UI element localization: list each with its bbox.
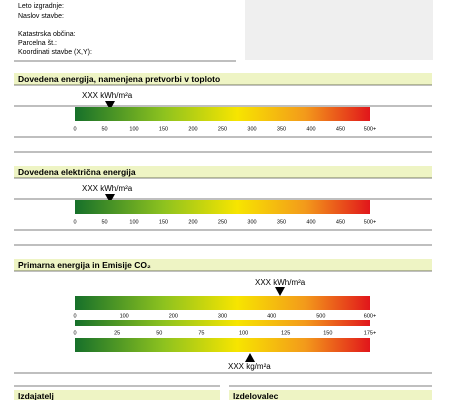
scale-label: 100	[239, 330, 248, 336]
scale-label: 400	[306, 126, 315, 132]
scale-label: 350	[277, 219, 286, 225]
scale-label: 25	[114, 330, 120, 336]
section-header	[14, 390, 220, 400]
section-header	[229, 390, 432, 400]
scale-label: 75	[198, 330, 204, 336]
scale-label: 0	[73, 126, 76, 132]
scale-label: 0	[73, 330, 76, 336]
scale-label: 100	[120, 313, 129, 319]
section-header	[14, 166, 432, 178]
scale-label: 600+	[364, 313, 376, 319]
scale-label: 50	[101, 219, 107, 225]
scale-label: 450	[336, 219, 345, 225]
scale-label: 250	[218, 219, 227, 225]
section-title: Izdelovalec	[233, 391, 279, 400]
marker-label: XXX kWh/m²a	[255, 278, 306, 287]
scale-bar	[75, 296, 370, 310]
scale-label: 450	[336, 126, 345, 132]
scale-bar	[75, 320, 370, 326]
section-header	[14, 73, 432, 85]
marker-label: XXX kWh/m²a	[82, 184, 133, 193]
field-label: Naslov stavbe:	[18, 13, 64, 20]
scale-label: 250	[218, 126, 227, 132]
scale-label: 125	[281, 330, 290, 336]
marker	[275, 287, 285, 296]
info-box	[245, 0, 433, 60]
scale-label: 300	[247, 219, 256, 225]
section-title: Primarna energija in Emisije CO₂	[18, 260, 151, 270]
scale-label: 200	[188, 126, 197, 132]
scale-label: 400	[267, 313, 276, 319]
scale-label: 500+	[364, 219, 376, 225]
field-label: Leto izgradnje:	[18, 3, 64, 10]
scale-label: 200	[169, 313, 178, 319]
scale-label: 300	[247, 126, 256, 132]
scale-label: 500+	[364, 126, 376, 132]
scale-bar	[75, 200, 370, 214]
marker-label: XXX kg/m²a	[228, 362, 271, 371]
scale-label: 300	[218, 313, 227, 319]
section-title: Dovedena električna energija	[18, 167, 136, 177]
scale-label: 0	[73, 219, 76, 225]
scale-label: 200	[188, 219, 197, 225]
scale-label: 500	[316, 313, 325, 319]
scale-label: 50	[101, 126, 107, 132]
scale-label: 400	[306, 219, 315, 225]
scale-bar	[75, 107, 370, 121]
marker	[105, 101, 115, 110]
scale-label: 0	[73, 313, 76, 319]
section-title: Izdajatelj	[18, 391, 54, 400]
field-label: Katastrska občina:	[18, 31, 76, 38]
section-title: Dovedena energija, namenjena pretvorbi v…	[18, 74, 220, 84]
field-label: Koordinati stavbe (X,Y):	[18, 49, 92, 56]
scale-label: 100	[129, 219, 138, 225]
scale-label: 100	[129, 126, 138, 132]
scale-bar	[75, 338, 370, 352]
scale-label: 175+	[364, 330, 376, 336]
field-label: Parcelna št.:	[18, 40, 57, 47]
scale-label: 350	[277, 126, 286, 132]
scale-label: 150	[323, 330, 332, 336]
scale-label: 150	[159, 126, 168, 132]
section-header	[14, 259, 432, 271]
scale-label: 50	[156, 330, 162, 336]
marker	[105, 194, 115, 203]
scale-label: 150	[159, 219, 168, 225]
marker	[245, 353, 255, 362]
marker-label: XXX kWh/m²a	[82, 91, 133, 100]
